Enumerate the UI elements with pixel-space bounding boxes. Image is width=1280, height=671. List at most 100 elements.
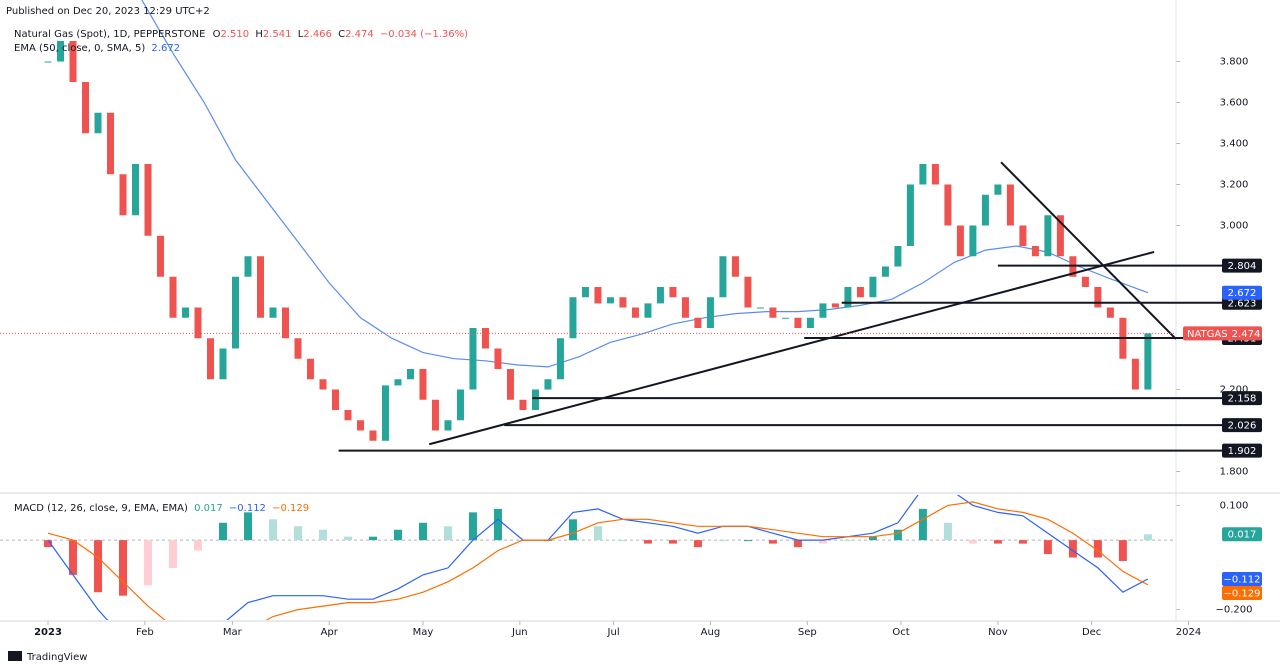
ohlc-value: 2.466 xyxy=(303,29,332,40)
price-badge xyxy=(1222,391,1262,406)
candle xyxy=(869,276,877,298)
macd-line xyxy=(47,501,1149,620)
histogram-bar xyxy=(668,540,677,544)
ema-label: EMA (50, close, 0, SMA, 5) xyxy=(14,43,145,54)
histogram-bar xyxy=(1093,540,1102,558)
price-badge-label: −0.129 xyxy=(1223,589,1260,600)
candle xyxy=(931,164,939,185)
symbol: Natural Gas (Spot), 1D, PEPPERSTONE xyxy=(14,29,205,40)
candle xyxy=(406,369,414,380)
candle xyxy=(619,297,627,308)
ema-legend: EMA (50, close, 0, SMA, 5) 2.672 xyxy=(14,43,180,54)
histogram-bar xyxy=(268,519,277,541)
macd-value: −0.129 xyxy=(272,503,309,514)
candle xyxy=(256,256,264,318)
candle xyxy=(269,307,277,318)
histogram-bar xyxy=(1068,540,1077,558)
x-tick-label: May xyxy=(413,627,434,638)
histogram-bar xyxy=(893,529,902,541)
histogram-bar xyxy=(918,508,927,541)
y-tick-label: 3.600 xyxy=(1220,98,1249,109)
candle xyxy=(631,307,639,318)
x-tick-label: Mar xyxy=(223,627,243,638)
price-badge-label: 2.804 xyxy=(1228,261,1257,272)
axes: 3.800 3.600 3.400 3.200 3.000 2.200 1.800 2023 F… xyxy=(34,57,1252,639)
price-badge xyxy=(1222,285,1262,300)
candle xyxy=(369,430,377,441)
histogram-bar xyxy=(418,522,427,541)
histogram-bar xyxy=(718,540,727,542)
candle xyxy=(781,317,789,319)
candle xyxy=(469,328,477,390)
histogram-bar xyxy=(318,529,327,541)
ohlc-value: 2.474 xyxy=(345,29,374,40)
candle xyxy=(894,246,902,267)
published-note: Published on Dec 20, 2023 12:29 UTC+2 xyxy=(6,6,210,17)
macd-line xyxy=(47,495,1149,620)
histogram-bar xyxy=(493,508,502,541)
candle xyxy=(344,410,352,421)
candle xyxy=(219,348,227,380)
histogram-bar xyxy=(1143,534,1152,541)
trendline xyxy=(1000,161,1176,341)
candle xyxy=(581,287,589,298)
candle xyxy=(107,112,115,175)
histogram-bar xyxy=(993,540,1002,544)
candle xyxy=(132,164,140,216)
candle xyxy=(381,385,389,441)
candle xyxy=(731,256,739,277)
histogram-bar xyxy=(818,540,827,544)
candle xyxy=(431,399,439,431)
candle xyxy=(969,225,977,257)
x-tick-label: Dec xyxy=(1082,627,1101,638)
candle xyxy=(519,399,527,410)
candle xyxy=(1144,333,1152,390)
histogram-bar xyxy=(768,540,777,544)
histogram-bar xyxy=(618,540,627,542)
candle xyxy=(719,256,727,298)
y-tick-label: −0.200 xyxy=(1215,605,1252,616)
macd-pane xyxy=(0,495,1176,620)
histogram-bar xyxy=(1018,540,1027,544)
candle xyxy=(956,225,964,257)
ema-value: 2.672 xyxy=(151,43,180,54)
brand-logo xyxy=(8,651,22,661)
candle xyxy=(919,164,927,185)
histogram-bar xyxy=(218,522,227,541)
x-tick-label: Jul xyxy=(607,627,620,638)
price-badge xyxy=(1222,527,1262,542)
candle xyxy=(1006,184,1014,226)
y-tick-label: 2.200 xyxy=(1220,385,1249,396)
candle xyxy=(294,338,302,359)
histogram-bar xyxy=(593,526,602,541)
macd-legend: MACD (12, 26, close, 9, EMA, EMA) 0.017 … xyxy=(14,503,309,514)
candle xyxy=(1019,225,1027,246)
histogram-bar xyxy=(568,519,577,541)
candle xyxy=(844,287,852,308)
y-tick-label: 3.400 xyxy=(1220,139,1249,150)
histogram-bar xyxy=(943,522,952,541)
candle xyxy=(994,184,1002,195)
price-badge-label: 2.623 xyxy=(1228,298,1257,309)
y-tick-label: 3.000 xyxy=(1220,221,1249,232)
histogram-bar xyxy=(393,529,402,541)
candle xyxy=(981,194,989,226)
price-badge xyxy=(1222,572,1262,587)
candle xyxy=(1106,307,1114,318)
x-tick-label: Oct xyxy=(892,627,909,638)
histogram-bar xyxy=(194,540,203,551)
histogram-bar xyxy=(793,540,802,548)
y-tick-label: 3.200 xyxy=(1220,180,1249,191)
x-tick-label: Sep xyxy=(798,627,817,638)
candle xyxy=(906,184,914,246)
price-badge-label: −0.112 xyxy=(1223,575,1260,586)
symbol-legend: Natural Gas (Spot), 1D, PEPPERSTONE O2.5… xyxy=(14,29,468,40)
histogram-bar xyxy=(843,540,852,542)
change: −0.034 (−1.36%) xyxy=(380,29,468,40)
histogram-bar xyxy=(1043,540,1052,555)
price-badge-label: 1.902 xyxy=(1228,446,1257,457)
ohlc-value: 2.541 xyxy=(263,29,292,40)
candle xyxy=(531,389,539,410)
candle xyxy=(606,297,614,304)
price-badge-label: 2.474 xyxy=(1232,329,1261,340)
